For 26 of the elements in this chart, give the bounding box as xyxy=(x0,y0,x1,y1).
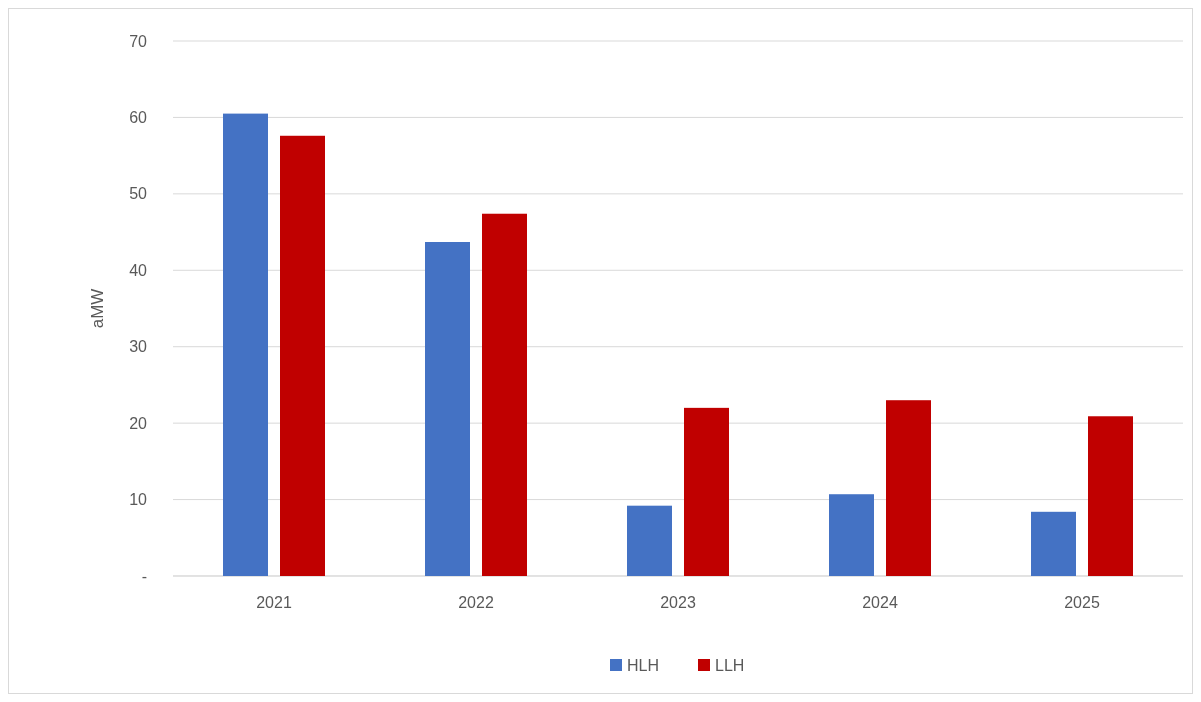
x-tick-label: 2023 xyxy=(660,594,696,611)
x-tick-label: 2021 xyxy=(256,594,292,611)
y-tick-label: 30 xyxy=(129,338,148,356)
y-tick-label: 50 xyxy=(129,185,148,203)
y-tick-label: 40 xyxy=(129,261,148,279)
x-tick-label: 2024 xyxy=(862,594,898,611)
bar xyxy=(627,505,672,576)
y-axis-title: aMW xyxy=(88,288,107,329)
legend-label: HLH xyxy=(627,656,660,674)
bar xyxy=(886,400,931,576)
bar xyxy=(425,242,470,576)
bar xyxy=(1031,511,1076,576)
y-tick-label: 60 xyxy=(129,109,148,127)
bar xyxy=(829,494,874,576)
y-tick-label: 10 xyxy=(129,491,148,509)
bar xyxy=(482,213,527,576)
legend-label: LLH xyxy=(715,656,745,674)
y-tick-label: - xyxy=(141,567,147,585)
y-tick-label: 70 xyxy=(129,32,148,50)
x-tick-label: 2022 xyxy=(458,594,494,611)
bar xyxy=(223,113,268,576)
x-tick-label: 2025 xyxy=(1064,594,1100,611)
bar xyxy=(280,135,325,576)
bar xyxy=(1088,416,1133,576)
bar xyxy=(684,407,729,576)
y-tick-label: 20 xyxy=(129,414,148,432)
